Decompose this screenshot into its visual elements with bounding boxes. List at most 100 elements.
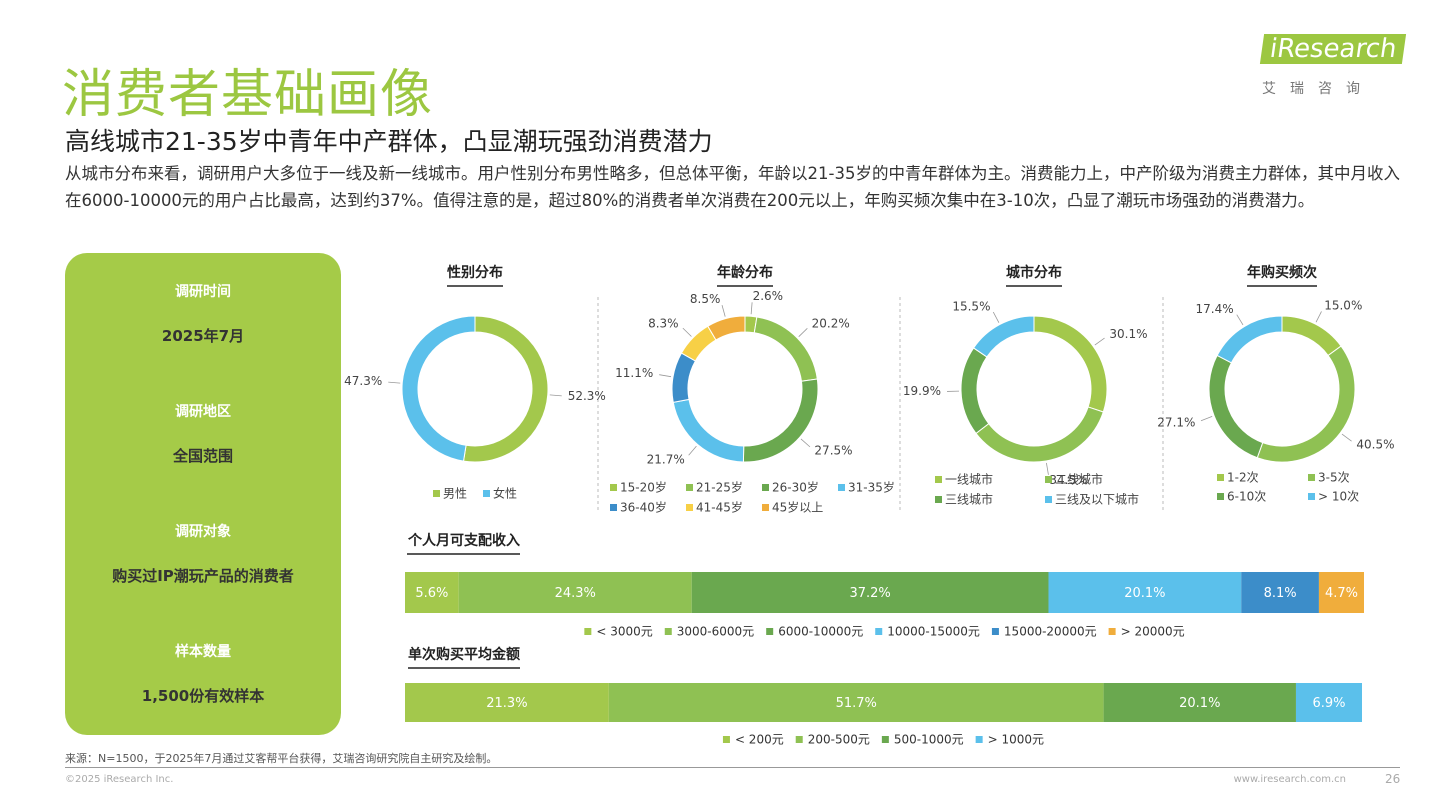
data-label: 4.7%	[1325, 586, 1358, 601]
source-note: 来源：N=1500，于2025年7月通过艾客帮平台获得，艾瑞咨询研究院自主研究及…	[65, 752, 498, 765]
data-label: 51.7%	[836, 696, 877, 711]
legend-swatch	[1108, 628, 1116, 635]
data-label: 21.3%	[486, 696, 527, 711]
legend-swatch	[1308, 474, 1315, 481]
subtitle: 高线城市21-35岁中青年中产群体，凸显潮玩强劲消费潜力	[65, 127, 713, 156]
legend-swatch	[762, 484, 769, 491]
legend-swatch	[762, 504, 769, 511]
legend-swatch	[1217, 493, 1224, 500]
legend-label: 200-500元	[808, 733, 870, 747]
leader-line	[1236, 314, 1244, 326]
survey-label: 调研对象	[175, 524, 231, 540]
data-label: 47.3%	[344, 374, 382, 388]
bar-segment	[458, 572, 692, 613]
leader-line	[1341, 433, 1352, 442]
legend-swatch	[1045, 476, 1052, 483]
legend-swatch	[875, 628, 883, 635]
data-label: 30.1%	[1109, 327, 1147, 341]
legend-label: 6000-10000元	[778, 625, 863, 639]
donut-slice	[401, 315, 476, 462]
chart-title: 年龄分布	[717, 264, 773, 281]
data-label: 27.5%	[814, 443, 852, 457]
legend-swatch	[433, 490, 440, 497]
bar-segment	[1048, 572, 1242, 613]
legend-label: 女性	[493, 486, 517, 501]
legend-swatch	[664, 628, 672, 635]
survey-panel: 调研时间 2025年7月 调研地区 全国范围 调研对象 购买过IP潮玩产品的消费者 样本数量…	[65, 253, 341, 735]
leader-line	[1200, 416, 1213, 422]
data-label: 52.3%	[568, 389, 606, 403]
bar-segment	[1318, 572, 1364, 613]
leader-line	[659, 374, 672, 378]
legend-swatch	[795, 736, 803, 743]
donut-slice	[462, 315, 549, 463]
leader-line	[682, 327, 692, 337]
legend-label: 10000-15000元	[887, 625, 980, 639]
legend-swatch	[1217, 474, 1224, 481]
legend-label: 26-30岁	[772, 480, 819, 495]
legend-label: 21-25岁	[696, 480, 743, 495]
leader-line	[721, 304, 726, 317]
legend-label: 三线及以下城市	[1055, 492, 1139, 507]
data-label: 15.5%	[952, 299, 990, 313]
data-label: 24.3%	[555, 586, 596, 601]
survey-value: 购买过IP潮玩产品的消费者	[112, 567, 294, 585]
legend-swatch	[975, 736, 983, 743]
data-label: 15.0%	[1324, 299, 1362, 313]
data-label: 20.2%	[812, 317, 850, 331]
data-label: 8.3%	[648, 316, 679, 330]
leader-line	[388, 381, 401, 384]
leader-line	[798, 328, 808, 337]
legend-swatch	[1308, 493, 1315, 500]
legend-label: 男性	[443, 487, 467, 501]
page-number: 26	[1385, 772, 1401, 786]
legend-label: 41-45岁	[696, 500, 743, 515]
bar-segment	[1103, 683, 1296, 722]
legend-swatch	[1045, 496, 1052, 503]
leader-line	[688, 445, 697, 456]
legend-swatch	[686, 504, 693, 511]
chart-title: 城市分布	[1006, 264, 1062, 281]
donut-slice	[1281, 315, 1342, 357]
bar-segment	[405, 683, 609, 722]
donut-slice	[671, 352, 697, 403]
legend-label: 36-40岁	[620, 500, 667, 515]
leader-line	[750, 302, 753, 315]
data-label: 5.6%	[415, 586, 448, 601]
legend-label: 15-20岁	[620, 480, 667, 495]
legend-swatch	[610, 484, 617, 491]
legend-label: 6-10次	[1227, 490, 1266, 504]
survey-label: 调研地区	[175, 404, 231, 420]
legend-label: > 1000元	[988, 733, 1044, 747]
data-label: 20.1%	[1124, 586, 1165, 601]
page-title: 消费者基础画像	[62, 65, 434, 125]
donut-slice	[707, 315, 746, 341]
donut-slice	[1256, 345, 1356, 463]
data-label: 8.1%	[1264, 586, 1297, 601]
bar-segment	[1295, 683, 1362, 722]
bar-segment	[608, 683, 1104, 722]
description: 从城市分布来看，调研用户大多位于一线及新一线城市。用户性别分布男性略多，但总体平…	[65, 164, 1400, 210]
legend-label: < 200元	[735, 733, 784, 747]
leader-line	[992, 311, 1000, 323]
legend-swatch	[935, 496, 942, 503]
legend-label: > 10次	[1318, 490, 1359, 504]
data-label: 40.5%	[1356, 437, 1394, 451]
legend-label: < 3000元	[596, 625, 652, 639]
donut-slice	[960, 347, 990, 435]
legend-label: 1-2次	[1227, 471, 1259, 485]
data-label: 34.5%	[1049, 473, 1087, 487]
legend-swatch	[584, 628, 592, 635]
donut-slice	[972, 315, 1035, 358]
leader-line	[1094, 337, 1105, 346]
chart-title: 单次购买平均金额	[408, 646, 520, 663]
legend-label: > 20000元	[1121, 625, 1185, 639]
data-label: 27.1%	[1157, 415, 1195, 429]
legend-swatch	[686, 484, 693, 491]
legend-swatch	[610, 504, 617, 511]
survey-label: 样本数量	[175, 644, 231, 660]
legend-swatch	[991, 628, 999, 635]
leader-line	[1046, 462, 1049, 475]
survey-value: 全国范围	[172, 447, 233, 465]
